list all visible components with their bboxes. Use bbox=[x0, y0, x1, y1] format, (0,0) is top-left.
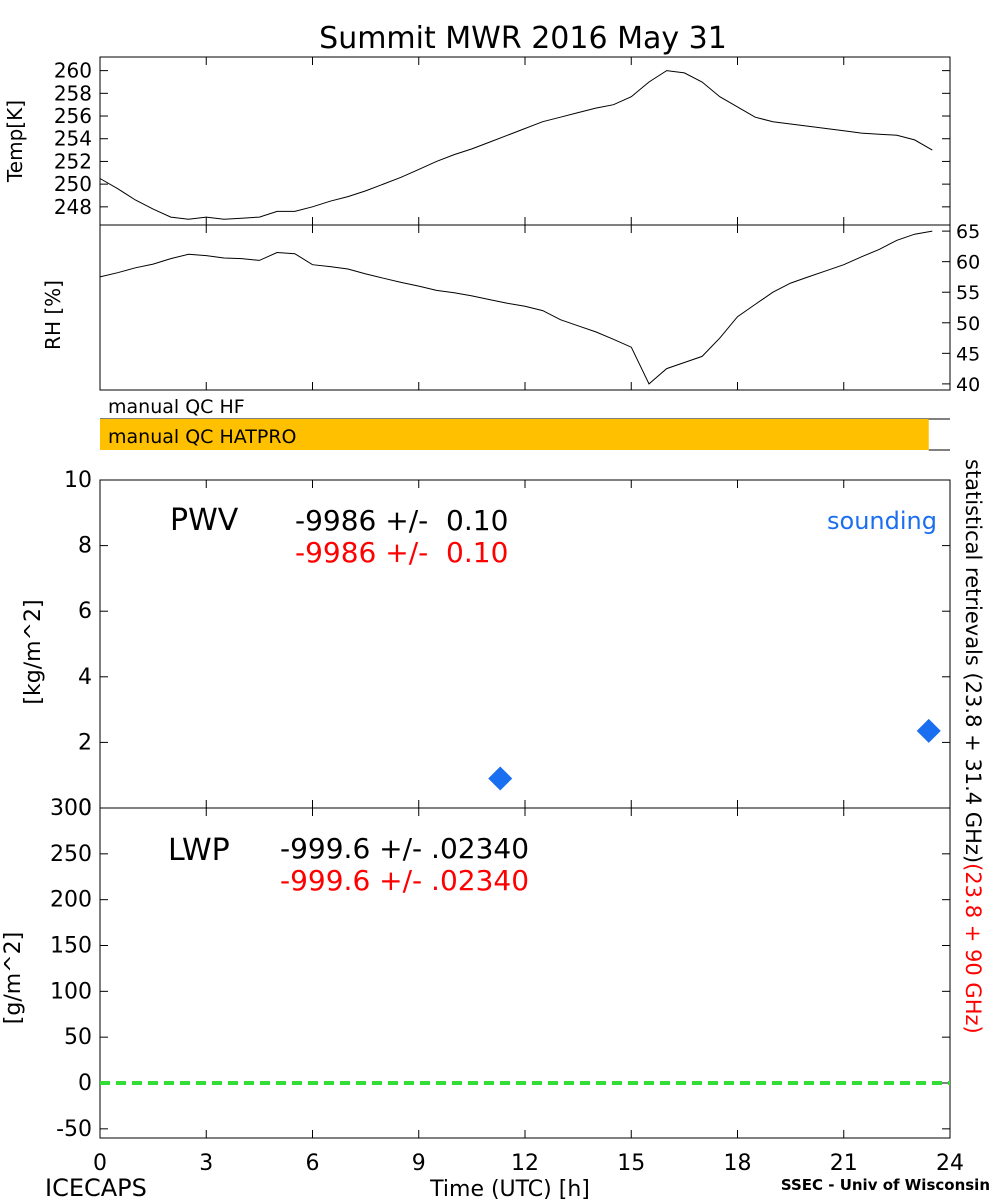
x-tick-label: 18 bbox=[724, 1151, 752, 1176]
side-label: statistical retrievals (23.8 + 31.4 GHz)… bbox=[961, 459, 985, 1034]
pwv-stats-line1: -9986 +/- 0.10 bbox=[295, 504, 508, 537]
x-tick-label: 12 bbox=[511, 1151, 539, 1176]
temp-ytick-label: 256 bbox=[54, 104, 92, 128]
pwv-y-label: [kg/m^2] bbox=[21, 599, 46, 704]
temp-x-ticks bbox=[99, 57, 951, 225]
rh-ytick-label: 45 bbox=[956, 343, 980, 365]
pwv-stats-label: PWV bbox=[170, 503, 239, 538]
side-label-red: (23.8 + 90 GHz) bbox=[961, 863, 985, 1034]
lwp-y-label: [g/m^2] bbox=[1, 932, 26, 1024]
pwv-x-ticks bbox=[99, 480, 951, 808]
lwp-ytick-label: -50 bbox=[56, 1117, 92, 1142]
lwp-ytick-label: 300 bbox=[50, 796, 92, 821]
rh-ytick-label: 40 bbox=[956, 374, 980, 396]
x-tick-labels: 0 3 6 9 12 15 18 21 24 bbox=[93, 1151, 964, 1176]
pwv-sounding-points bbox=[488, 718, 941, 791]
x-tick-label: 6 bbox=[306, 1151, 320, 1176]
x-tick-label: 9 bbox=[412, 1151, 426, 1176]
rh-ytick-label: 60 bbox=[956, 252, 980, 274]
pwv-y-ticks: 0 2 4 6 8 10 bbox=[64, 468, 950, 821]
temp-ytick-label: 258 bbox=[54, 81, 92, 105]
lwp-ytick-label: 50 bbox=[64, 1025, 92, 1050]
lwp-stats-line2: -999.6 +/- .02340 bbox=[280, 864, 529, 897]
footer-left: ICECAPS bbox=[45, 1174, 147, 1200]
rh-ytick-label: 50 bbox=[956, 313, 980, 335]
sounding-point bbox=[488, 766, 513, 791]
pwv-stats-line2: -9986 +/- 0.10 bbox=[295, 536, 508, 569]
sounding-point bbox=[916, 718, 941, 743]
x-tick-label: 15 bbox=[617, 1151, 645, 1176]
rh-frame bbox=[99, 224, 951, 391]
temp-y-label: Temp[K] bbox=[3, 100, 27, 183]
rh-series-line bbox=[99, 230, 933, 385]
lwp-ytick-label: 100 bbox=[50, 979, 92, 1004]
rh-y-label: RH [%] bbox=[41, 280, 65, 350]
footer-right: SSEC - Univ of Wisconsin bbox=[781, 1176, 990, 1194]
temp-series-line bbox=[99, 70, 933, 220]
pwv-legend-sounding: sounding bbox=[827, 507, 937, 535]
figure-title: Summit MWR 2016 May 31 bbox=[319, 21, 727, 56]
qc-hatpro-label: manual QC HATPRO bbox=[108, 426, 297, 448]
lwp-stats-label: LWP bbox=[168, 833, 230, 868]
pwv-ytick-label: 8 bbox=[78, 534, 92, 559]
x-tick-label: 21 bbox=[830, 1151, 858, 1176]
temp-ytick-label: 250 bbox=[54, 172, 92, 196]
x-tick-label: 0 bbox=[93, 1151, 107, 1176]
rh-panel: 40 45 50 55 60 65 RH [%] bbox=[41, 221, 980, 396]
rh-ytick-label: 65 bbox=[956, 221, 980, 243]
lwp-y-ticks: -50 0 50 100 150 200 250 300 bbox=[50, 796, 950, 1142]
pwv-ytick-label: 4 bbox=[78, 665, 92, 690]
lwp-ytick-label: 200 bbox=[50, 888, 92, 913]
lwp-ytick-label: 0 bbox=[78, 1071, 92, 1096]
pwv-ytick-label: 0 bbox=[78, 796, 92, 821]
lwp-ytick-label: 250 bbox=[50, 842, 92, 867]
x-tick-label: 3 bbox=[199, 1151, 213, 1176]
lwp-stats-line1: -999.6 +/- .02340 bbox=[280, 832, 529, 865]
pwv-ytick-label: 6 bbox=[78, 599, 92, 624]
x-axis-label: Time (UTC) [h] bbox=[429, 1177, 590, 1200]
lwp-x-ticks bbox=[99, 808, 951, 1138]
x-tick-label: 24 bbox=[936, 1151, 964, 1176]
temp-frame bbox=[99, 56, 951, 226]
lwp-ytick-label: 150 bbox=[50, 934, 92, 959]
pwv-panel: 0 2 4 6 8 10 [kg/m^2] PWV -9986 +/- 0.10 -998… bbox=[21, 468, 951, 821]
side-label-black: statistical retrievals (23.8 + 31.4 GHz) bbox=[961, 459, 985, 863]
rh-ytick-label: 55 bbox=[956, 282, 980, 304]
rh-y-ticks: 40 45 50 55 60 65 bbox=[942, 221, 980, 396]
temp-ytick-label: 254 bbox=[54, 127, 92, 151]
pwv-ytick-label: 10 bbox=[64, 468, 92, 493]
pwv-ytick-label: 2 bbox=[78, 730, 92, 755]
qc-hatpro-bar bbox=[100, 419, 929, 450]
qc-hf-label: manual QC HF bbox=[108, 396, 245, 418]
qc-bars: manual QC HF manual QC HATPRO bbox=[100, 396, 950, 451]
temp-ytick-label: 252 bbox=[54, 149, 92, 173]
rh-x-ticks bbox=[99, 225, 951, 390]
temp-ytick-label: 260 bbox=[54, 59, 92, 83]
temp-ytick-label: 248 bbox=[54, 195, 92, 219]
